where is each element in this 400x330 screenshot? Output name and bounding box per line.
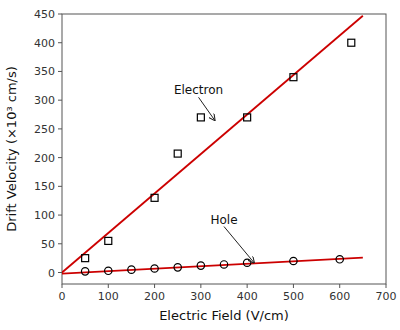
y-tick-label: 250 xyxy=(34,123,55,136)
y-tick-label: 450 xyxy=(34,8,55,21)
fit-line xyxy=(62,258,363,274)
circle-point xyxy=(290,257,297,264)
y-tick xyxy=(58,14,62,15)
x-tick-label: 700 xyxy=(376,290,397,303)
circle-point xyxy=(220,261,227,268)
x-tick xyxy=(62,284,63,288)
x-tick-label: 100 xyxy=(98,290,119,303)
x-tick xyxy=(339,284,340,288)
y-tick-label: 150 xyxy=(34,180,55,193)
annotation: Hole xyxy=(210,213,237,227)
y-tick-label: 200 xyxy=(34,152,55,165)
circle-point xyxy=(128,266,135,273)
x-tick xyxy=(108,284,109,288)
y-tick-label: 0 xyxy=(48,267,55,280)
x-axis-label: Electric Field (V/cm) xyxy=(159,308,289,323)
points xyxy=(81,39,354,275)
x-tick xyxy=(293,284,294,288)
square-point xyxy=(105,237,112,244)
fit-line xyxy=(62,16,363,273)
square-point xyxy=(244,114,251,121)
circle-point xyxy=(336,256,343,263)
square-point xyxy=(197,114,204,121)
square-point xyxy=(82,255,89,262)
y-tick-label: 50 xyxy=(41,238,55,251)
annotation: Electron xyxy=(174,83,223,97)
y-tick xyxy=(58,215,62,216)
x-tick-label: 600 xyxy=(329,290,350,303)
annotation-arrow xyxy=(224,227,254,263)
circle-point xyxy=(105,267,112,274)
y-tick xyxy=(58,157,62,158)
y-tick xyxy=(58,186,62,187)
y-tick-label: 100 xyxy=(34,209,55,222)
x-tick xyxy=(200,284,201,288)
chart: 0 100 200 300 400 500 600 700 0 50 100 150 200 250 300… xyxy=(0,0,400,330)
x-tick-label: 500 xyxy=(283,290,304,303)
square-point xyxy=(290,74,297,81)
y-tick xyxy=(58,42,62,43)
circle-point xyxy=(243,259,250,266)
y-tick xyxy=(58,100,62,101)
x-tick xyxy=(386,284,387,288)
circle-point xyxy=(151,265,158,272)
square-point xyxy=(174,150,181,157)
annotation-arrow xyxy=(199,97,215,120)
square-point xyxy=(151,194,158,201)
circle-point xyxy=(197,262,204,269)
y-tick xyxy=(58,272,62,273)
y-tick-label: 300 xyxy=(34,94,55,107)
square-point xyxy=(348,39,355,46)
lines xyxy=(62,16,363,274)
x-tick-label: 300 xyxy=(190,290,211,303)
plot-frame xyxy=(62,14,386,284)
y-tick-label: 400 xyxy=(34,37,55,50)
plot-area xyxy=(62,16,363,275)
y-tick-label: 350 xyxy=(34,65,55,78)
y-tick xyxy=(58,243,62,244)
x-tick-label: 400 xyxy=(237,290,258,303)
x-tick-label: 0 xyxy=(59,290,66,303)
y-axis-label: Drift Velocity (×10³ cm/s) xyxy=(4,66,19,232)
y-tick xyxy=(58,128,62,129)
x-tick-label: 200 xyxy=(144,290,165,303)
circle-point xyxy=(174,264,181,271)
x-tick xyxy=(247,284,248,288)
y-tick xyxy=(58,71,62,72)
x-tick xyxy=(154,284,155,288)
circle-point xyxy=(81,268,88,275)
